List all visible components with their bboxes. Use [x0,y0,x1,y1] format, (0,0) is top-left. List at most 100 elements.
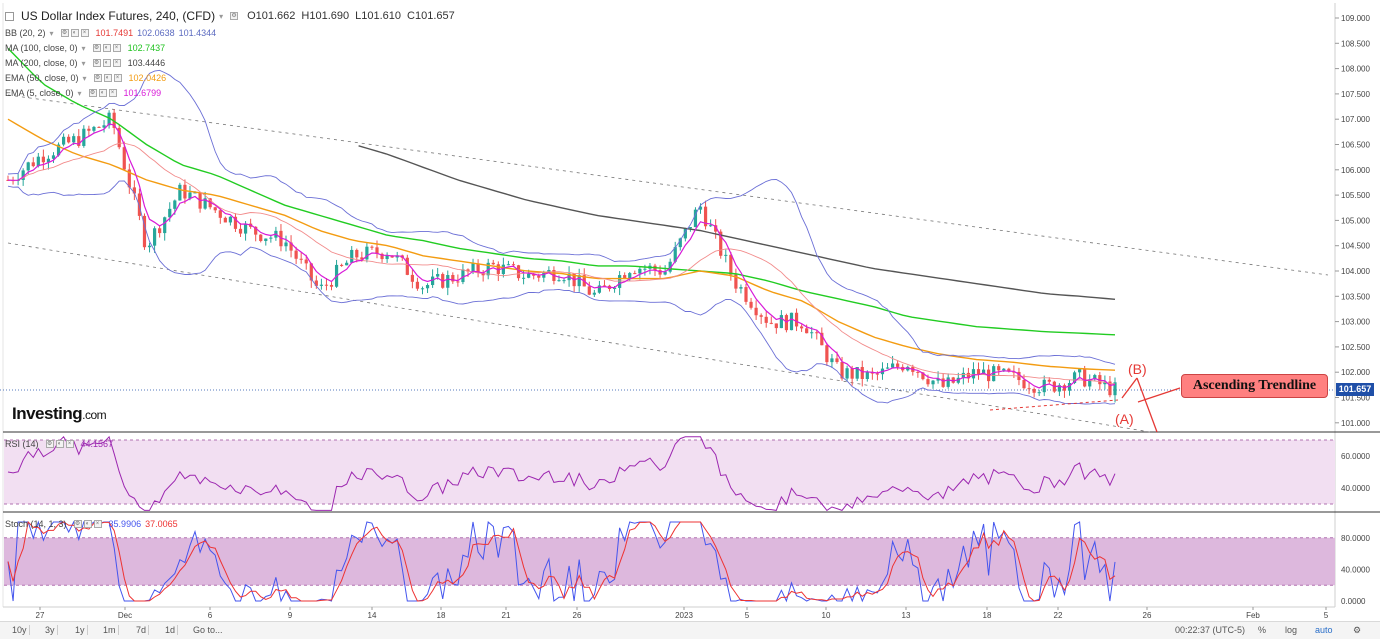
visibility-icon[interactable]: ◐ [98,89,107,97]
candle-body [845,368,849,379]
timeframe-10y[interactable]: 10y [10,625,30,635]
time-tick-label: Dec [118,611,132,620]
settings-icon[interactable]: ⚙ [45,440,54,448]
indicator-controls[interactable]: ⚙ ◐ × [92,59,121,67]
indicator-legend-bb[interactable]: BB (20, 2) ▾ ⚙ ◐ × 101.7491 102.0638 101.4… [5,27,216,39]
close-icon[interactable]: × [65,440,74,448]
visibility-icon[interactable]: ◐ [55,440,64,448]
price-tick-label: 106.000 [1341,166,1370,175]
time-axis: 27 Dec 6 9 14 18 21 26 2023 5 10 13 18 22 26 Feb 5 [36,607,1329,620]
settings-icon[interactable]: ⚙ [230,12,239,20]
candle-body [183,184,187,199]
candle-body [299,258,303,260]
candle-body [926,379,930,385]
gear-icon[interactable]: ⚙ [1353,625,1362,635]
settings-icon[interactable]: ⚙ [92,59,101,67]
settings-icon[interactable]: ⚙ [93,74,102,82]
chevron-down-icon[interactable]: ▾ [219,11,224,21]
candle-body [683,228,687,239]
visibility-icon[interactable]: ◐ [102,44,111,52]
collapse-icon[interactable] [5,11,14,21]
visibility-icon[interactable]: ◐ [83,520,92,528]
visibility-icon[interactable]: ◐ [103,74,112,82]
candle-body [1047,379,1051,382]
timeframe-7d[interactable]: 7d [134,625,150,635]
candle-body [67,136,71,143]
percent-toggle[interactable]: % [1258,625,1267,635]
rsi-legend[interactable]: RSI (14) ⚙ ◐ × 44.1567 [5,438,113,450]
candle-body [981,369,986,375]
candle-body [890,363,895,368]
log-toggle[interactable]: log [1285,625,1298,635]
candle-body [678,238,682,248]
indicator-legend-ma100[interactable]: MA (100, close, 0) ▾ ⚙ ◐ × 102.7437 [5,42,165,54]
close-icon[interactable]: × [93,520,102,528]
open-value: O101.662 [247,10,296,22]
indicator-controls[interactable]: ⚙ ◐ × [73,520,102,528]
chevron-down-icon[interactable]: ▾ [81,58,86,68]
indicator-controls[interactable]: ⚙ ◐ × [88,89,117,97]
indicator-legend-ema50[interactable]: EMA (50, close, 0) ▾ ⚙ ◐ × 102.0426 [5,72,166,84]
candle-body [122,147,126,170]
visibility-icon[interactable]: ◐ [102,59,111,67]
symbol-title[interactable]: US Dollar Index Futures, 240, (CFD) [21,9,216,23]
candle-body [350,249,354,263]
stoch-legend[interactable]: Stoch (14, 1, 3) ⚙ ◐ × 35.9906 37.0065 [5,518,178,530]
candle-body [673,247,677,262]
candle-body [1007,368,1011,372]
indicator-controls[interactable]: ⚙ ◐ × [93,74,122,82]
series-controls[interactable]: ⚙ [230,12,239,20]
close-icon[interactable]: × [112,59,121,67]
indicator-controls[interactable]: ⚙ ◐ × [45,440,74,448]
candle-body [936,378,940,381]
candle-body [360,257,364,260]
go-to-button[interactable]: Go to... [193,625,223,635]
stoch-k-value: 35.9906 [108,519,142,529]
candle-body [976,369,981,375]
indicator-legend-ema5[interactable]: EMA (5, close, 0) ▾ ⚙ ◐ × 101.6799 [5,87,161,99]
close-icon[interactable]: × [108,89,117,97]
indicator-legend-ma200[interactable]: MA (200, close, 0) ▾ ⚙ ◐ × 103.4446 [5,57,165,69]
price-tick-label: 102.000 [1341,368,1370,377]
chevron-down-icon[interactable]: ▾ [82,73,87,83]
rsi-band-fill [4,440,1335,504]
candle-body [446,275,450,288]
timeframe-3y[interactable]: 3y [43,625,58,635]
settings-icon[interactable]: ⚙ [88,89,97,97]
candle-body [951,377,955,383]
indicator-controls[interactable]: ⚙ ◐ × [60,29,89,37]
price-tick-label: 108.000 [1341,65,1370,74]
close-icon[interactable]: × [113,74,122,82]
timeframe-1d[interactable]: 1d [163,625,179,635]
trendline-callout[interactable]: Ascending Trendline [1181,374,1328,398]
close-icon[interactable]: × [80,29,89,37]
timeframe-1y[interactable]: 1y [73,625,88,635]
candle-body [1042,379,1046,393]
channel-lines [0,94,1335,433]
settings-icon[interactable]: ⚙ [92,44,101,52]
rsi-tick-label: 60.0000 [1341,452,1370,461]
chevron-down-icon[interactable]: ▾ [81,43,86,53]
time-tick-label: 13 [902,611,911,620]
chevron-down-icon[interactable]: ▾ [77,88,82,98]
timeframe-1m[interactable]: 1m [101,625,119,635]
close-icon[interactable]: × [112,44,121,52]
auto-toggle[interactable]: auto [1315,625,1333,635]
settings-icon[interactable]: ⚙ [73,520,82,528]
candle-body [592,292,596,295]
candle-body [425,285,430,289]
indicator-controls[interactable]: ⚙ ◐ × [92,44,121,52]
indicator-name: MA (200, close, 0) [5,58,78,68]
candle-body [461,269,465,283]
settings-icon[interactable]: ⚙ [60,29,69,37]
candle-body [107,112,111,126]
candle-body [284,242,288,247]
time-tick-label: 21 [502,611,511,620]
candle-body [1032,388,1036,393]
candle-body [941,378,945,387]
visibility-icon[interactable]: ◐ [70,29,79,37]
price-axis: 109.000 108.500 108.000 107.500 107.000 106.5… [1335,14,1370,428]
chevron-down-icon[interactable]: ▾ [49,28,54,38]
